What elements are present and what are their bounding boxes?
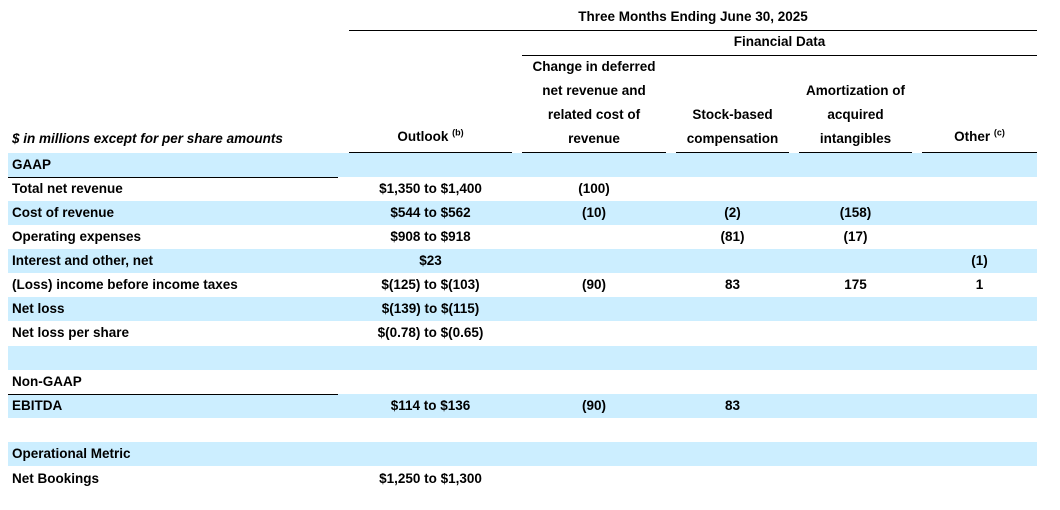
financial-data-header: Financial Data: [733, 34, 826, 49]
row-label: Total net revenue: [12, 181, 123, 196]
financial-data-underline: [522, 55, 1037, 56]
band-gaap: [8, 153, 1037, 177]
period-underline: [349, 30, 1037, 31]
row-amort: (158): [839, 205, 872, 220]
amort-header-line1: Amortization of: [806, 83, 905, 98]
band-ebitda: [8, 394, 1037, 418]
band-operational: [8, 442, 1037, 466]
row-label: Operating expenses: [12, 229, 142, 244]
amort-underline: [799, 152, 912, 153]
deferred-header-line4: revenue: [568, 131, 620, 146]
ebitda-deferred: (90): [581, 398, 606, 413]
bookings-outlook: $1,250 to $1,300: [379, 471, 482, 486]
row-amort: 175: [844, 277, 867, 292]
row-label: (Loss) income before income taxes: [12, 277, 238, 292]
section-non-gaap: Non-GAAP: [12, 374, 82, 389]
row-deferred: (90): [581, 277, 606, 292]
ebitda-outlook: $114 to $136: [390, 398, 471, 413]
row-outlook: $23: [419, 253, 442, 268]
row-stock: (2): [724, 205, 741, 220]
units-label: $ in millions except for per share amoun…: [12, 131, 283, 146]
section-operational: Operational Metric: [12, 446, 131, 461]
row-other: (1): [971, 253, 988, 268]
row-outlook: $(125) to $(103): [381, 277, 480, 292]
band-cost: [8, 201, 1037, 225]
amort-header-line2: acquired: [827, 107, 884, 122]
row-outlook: $544 to $562: [390, 205, 471, 220]
deferred-header-line3: related cost of: [547, 107, 641, 122]
row-deferred: (100): [578, 181, 610, 196]
row-outlook: $1,350 to $1,400: [379, 181, 482, 196]
stock-header-line2: compensation: [686, 131, 779, 146]
row-stock: (81): [720, 229, 745, 244]
gaap-underline: [8, 177, 338, 178]
deferred-header-line1: Change in deferred: [532, 59, 656, 74]
ebitda-label: EBITDA: [12, 398, 63, 413]
row-amort: (17): [843, 229, 868, 244]
period-header: Three Months Ending June 30, 2025: [578, 9, 808, 24]
outlook-header: Outlook (b): [349, 125, 512, 149]
ebitda-stock: 83: [724, 398, 741, 413]
row-stock: 83: [724, 277, 741, 292]
outlook-underline: [349, 152, 512, 153]
other-header: Other (c): [922, 125, 1037, 149]
row-label: Net loss per share: [12, 325, 130, 340]
row-label: Cost of revenue: [12, 205, 115, 220]
row-label: Interest and other, net: [12, 253, 154, 268]
row-outlook: $(0.78) to $(0.65): [377, 325, 484, 340]
bookings-label: Net Bookings: [12, 471, 100, 486]
amort-header-line3: intangibles: [819, 131, 892, 146]
stock-underline: [676, 152, 789, 153]
outlook-label: Outlook: [397, 129, 449, 144]
other-underline: [922, 152, 1037, 153]
band-spacer: [8, 346, 1037, 370]
row-other: 1: [975, 277, 984, 292]
other-label: Other: [954, 129, 991, 144]
nongaap-underline: [8, 394, 338, 395]
deferred-header-line2: net revenue and: [542, 83, 646, 98]
band-netloss: [8, 297, 1037, 321]
deferred-underline: [522, 152, 666, 153]
band-interest: [8, 249, 1037, 273]
other-footnote: (c): [993, 127, 1005, 138]
row-outlook: $908 to $918: [390, 229, 471, 244]
stock-header-line1: Stock-based: [692, 107, 773, 122]
section-gaap: GAAP: [12, 157, 52, 172]
row-deferred: (10): [581, 205, 606, 220]
row-outlook: $(139) to $(115): [381, 301, 480, 316]
outlook-footnote: (b): [452, 127, 464, 138]
row-label: Net loss: [12, 301, 65, 316]
